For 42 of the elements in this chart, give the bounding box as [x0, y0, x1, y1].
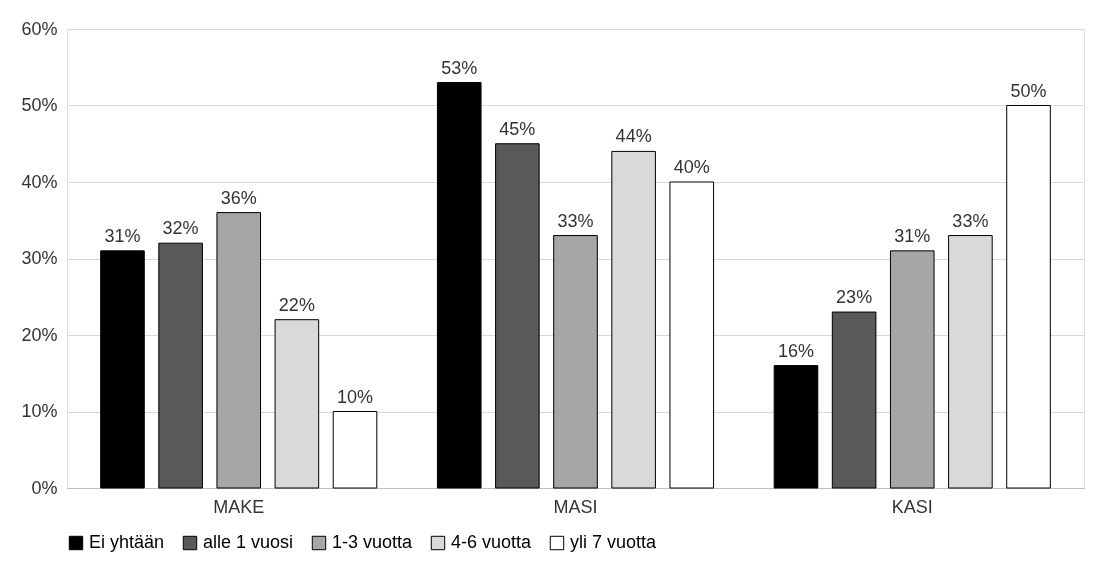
data-label: 45% [499, 118, 536, 139]
bar [216, 212, 262, 489]
legend-label: yli 7 vuotta [570, 532, 658, 552]
data-label: 36% [220, 187, 257, 208]
bar [436, 82, 482, 489]
y-tick-label: 20% [21, 324, 58, 345]
x-tick-label: MAKE [213, 496, 265, 517]
bar [495, 143, 540, 489]
legend-label: 4-6 vuotta [451, 532, 533, 552]
data-label: 40% [673, 157, 710, 177]
bar [669, 181, 715, 489]
bar [332, 411, 378, 489]
y-tick-label: 60% [21, 18, 58, 39]
data-label: 22% [278, 294, 315, 315]
y-tick-label: 0% [31, 477, 58, 498]
y-tick-label: 30% [21, 248, 58, 268]
y-tick-label: 50% [21, 95, 58, 115]
x-tick-label: MASI [553, 496, 598, 517]
bar [158, 242, 203, 489]
legend-label: alle 1 vuosi [203, 532, 294, 552]
x-tick-label: KASI [891, 496, 933, 517]
data-label: 53% [441, 57, 478, 78]
data-label: 50% [1010, 80, 1047, 101]
bar [553, 235, 598, 489]
bar [773, 365, 819, 489]
data-label: 31% [104, 225, 141, 246]
data-label: 33% [952, 210, 989, 231]
bar [831, 311, 877, 489]
data-label: 23% [836, 287, 873, 308]
bar [100, 250, 145, 489]
bar [889, 250, 935, 489]
y-tick-label: 40% [21, 171, 58, 192]
bar [1006, 105, 1051, 489]
legend-label: Ei yhtään [89, 532, 165, 552]
data-label: 33% [557, 210, 594, 231]
y-tick-label: 10% [21, 401, 58, 421]
data-label: 31% [894, 225, 931, 246]
legend-label: 1-3 vuotta [332, 532, 414, 552]
data-label: 44% [615, 126, 652, 147]
data-label: 32% [162, 218, 199, 239]
data-label: 10% [337, 386, 374, 407]
data-label: 16% [777, 340, 814, 361]
